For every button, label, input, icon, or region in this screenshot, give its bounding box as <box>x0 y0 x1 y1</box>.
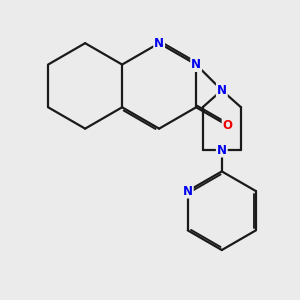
Text: N: N <box>154 37 164 50</box>
Text: N: N <box>217 143 227 157</box>
Text: O: O <box>223 119 232 132</box>
Text: N: N <box>217 84 227 97</box>
Text: N: N <box>183 184 193 198</box>
Text: N: N <box>191 58 201 71</box>
